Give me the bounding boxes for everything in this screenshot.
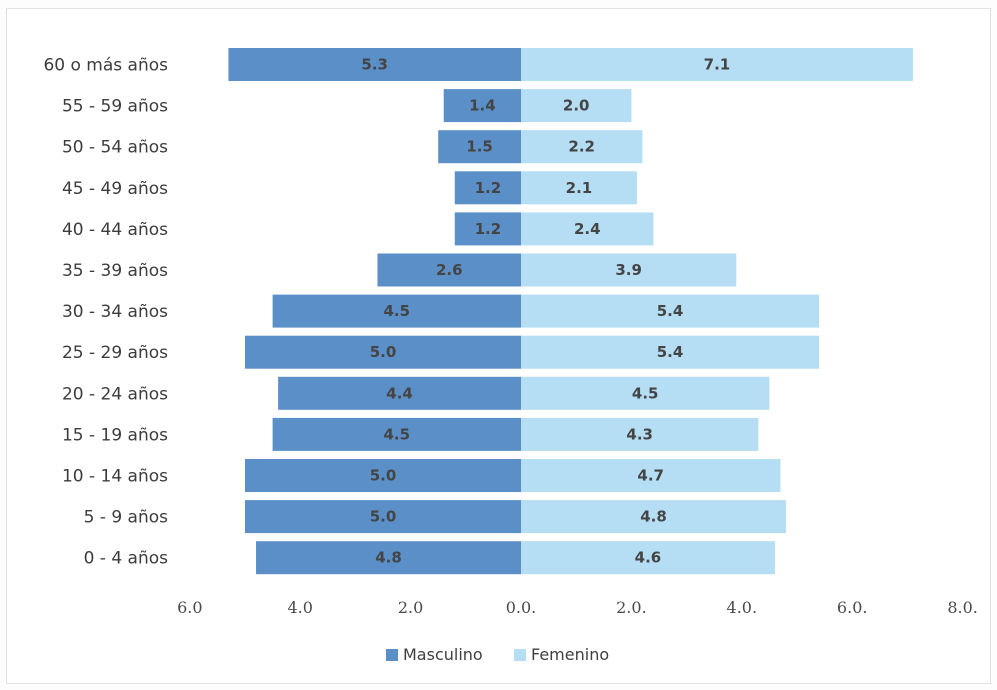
bar-femenino xyxy=(521,212,654,246)
data-label-masculino: 5.0 xyxy=(370,467,397,485)
legend-swatch-femenino xyxy=(514,649,526,661)
bar-femenino xyxy=(521,335,820,369)
bar-masculino xyxy=(245,335,521,369)
bar-femenino xyxy=(521,48,913,81)
data-label-femenino: 4.7 xyxy=(637,467,664,485)
data-label-femenino: 4.5 xyxy=(632,384,659,402)
bar-femenino xyxy=(521,500,786,534)
x-tick-label: 0.0. xyxy=(506,598,537,617)
category-label: 30 - 34 años xyxy=(62,302,168,322)
bar-masculino xyxy=(256,541,521,575)
bar-masculino xyxy=(454,171,521,205)
legend-label-femenino: Femenino xyxy=(531,645,609,664)
data-label-femenino: 4.3 xyxy=(626,425,653,443)
bar-femenino xyxy=(521,459,781,492)
bar-masculino xyxy=(278,376,521,410)
bar-masculino xyxy=(272,417,521,451)
data-label-masculino: 4.8 xyxy=(375,549,402,567)
legend-swatch-masculino xyxy=(386,649,398,661)
bar-femenino xyxy=(521,171,637,205)
category-label: 35 - 39 años xyxy=(62,261,168,281)
data-label-masculino: 4.5 xyxy=(384,425,411,443)
data-label-masculino: 2.6 xyxy=(436,261,463,279)
bar-femenino xyxy=(521,89,632,123)
data-label-masculino: 5.3 xyxy=(361,56,388,74)
bar-femenino xyxy=(521,130,643,164)
bar-femenino xyxy=(521,376,770,410)
bar-masculino xyxy=(454,212,521,246)
category-label: 20 - 24 años xyxy=(62,384,168,404)
x-tick-label: 2.0 xyxy=(398,598,423,617)
data-label-femenino: 7.1 xyxy=(704,56,731,74)
bar-masculino xyxy=(438,130,521,164)
bar-femenino xyxy=(521,294,820,328)
bar-femenino xyxy=(521,253,737,287)
category-label: 5 - 9 años xyxy=(84,508,169,528)
category-label: 55 - 59 años xyxy=(62,97,168,117)
category-label: 10 - 14 años xyxy=(62,467,168,487)
bar-femenino xyxy=(521,541,775,575)
data-label-masculino: 1.5 xyxy=(466,138,493,156)
category-label: 50 - 54 años xyxy=(62,138,168,158)
data-label-femenino: 2.2 xyxy=(568,138,595,156)
category-label: 25 - 29 años xyxy=(62,343,168,363)
x-tick-label: 6.0. xyxy=(837,598,868,617)
bar-masculino xyxy=(377,253,521,287)
x-tick-label: 2.0. xyxy=(616,598,647,617)
data-label-masculino: 5.0 xyxy=(370,343,397,361)
x-tick-label: 4.0. xyxy=(727,598,758,617)
data-label-masculino: 1.4 xyxy=(469,97,496,115)
bar-masculino xyxy=(245,459,521,492)
data-label-femenino: 2.4 xyxy=(574,220,601,238)
data-label-femenino: 3.9 xyxy=(615,261,642,279)
bar-masculino xyxy=(245,500,521,534)
data-label-femenino: 5.4 xyxy=(657,302,684,320)
category-label: 0 - 4 años xyxy=(84,549,169,569)
data-label-femenino: 2.1 xyxy=(566,179,593,197)
category-label: 15 - 19 años xyxy=(62,425,168,445)
data-label-masculino: 4.4 xyxy=(386,384,413,402)
data-label-masculino: 5.0 xyxy=(370,508,397,526)
data-label-femenino: 4.6 xyxy=(635,549,662,567)
x-tick-label: 8.0. xyxy=(947,598,978,617)
data-label-femenino: 4.8 xyxy=(640,508,667,526)
data-label-femenino: 2.0 xyxy=(563,97,590,115)
x-tick-label: 6.0 xyxy=(177,598,202,617)
bar-femenino xyxy=(521,417,759,451)
category-label: 60 o más años xyxy=(43,56,168,76)
data-label-masculino: 4.5 xyxy=(384,302,411,320)
data-label-femenino: 5.4 xyxy=(657,343,684,361)
data-label-masculino: 1.2 xyxy=(475,220,502,238)
bar-masculino xyxy=(272,294,521,328)
bar-masculino xyxy=(443,89,521,123)
x-tick-label: 4.0 xyxy=(287,598,312,617)
legend-label-masculino: Masculino xyxy=(403,645,483,664)
bar-masculino xyxy=(228,48,521,81)
category-label: 40 - 44 años xyxy=(62,220,168,240)
category-label: 45 - 49 años xyxy=(62,179,168,199)
data-label-masculino: 1.2 xyxy=(475,179,502,197)
